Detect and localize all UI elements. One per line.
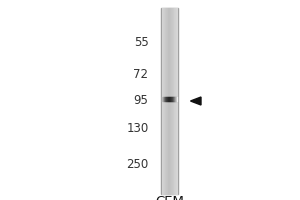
Text: 130: 130: [126, 122, 148, 136]
Text: 250: 250: [126, 158, 148, 171]
Text: 55: 55: [134, 36, 148, 48]
Polygon shape: [190, 97, 201, 105]
Text: 72: 72: [134, 68, 148, 80]
Text: CEM: CEM: [155, 195, 184, 200]
Text: 95: 95: [134, 95, 148, 108]
